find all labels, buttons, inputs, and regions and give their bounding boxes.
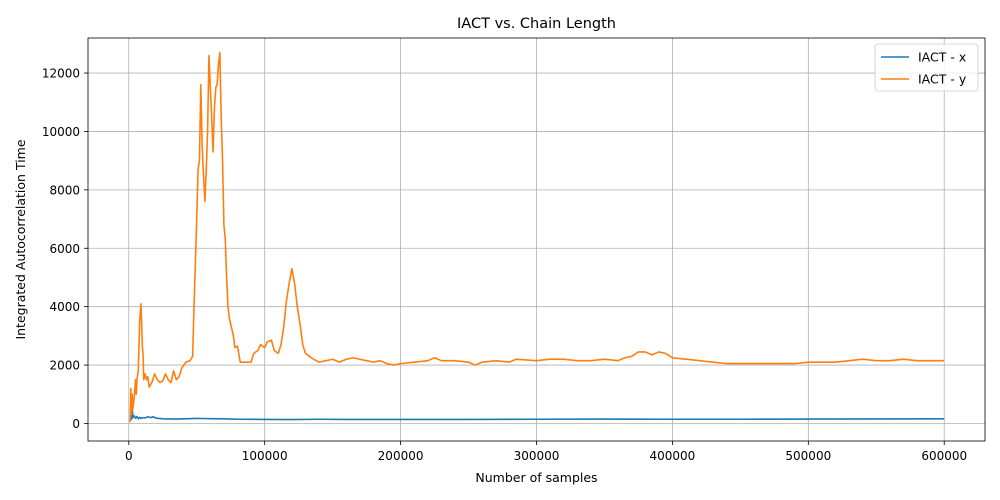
x-axis-label: Number of samples (475, 470, 597, 485)
x-tick-label: 0 (125, 449, 133, 463)
y-tick-label: 2000 (49, 359, 80, 373)
grid-lines (88, 38, 985, 441)
series-layer (129, 51, 945, 423)
x-tick-label: 100000 (242, 449, 288, 463)
x-tick-label: 500000 (785, 449, 831, 463)
axis-ticks: 0 100000 200000 300000 400000 500000 600000 0 20… (42, 67, 967, 463)
y-tick-label: 0 (72, 417, 80, 431)
y-tick-label: 8000 (49, 183, 80, 197)
chart-title: IACT vs. Chain Length (457, 16, 616, 32)
series-line-iact-x (129, 405, 945, 423)
y-axis-label: Integrated Autocorrelation Time (13, 139, 28, 339)
y-tick-label: 10000 (42, 125, 80, 139)
x-tick-label: 200000 (378, 449, 424, 463)
x-tick-label: 400000 (650, 449, 696, 463)
series-line-iact-y (129, 51, 945, 423)
y-tick-label: 4000 (49, 300, 80, 314)
legend-entry-iact-y: IACT - y (918, 72, 967, 87)
x-tick-label: 300000 (514, 449, 560, 463)
legend-entry-iact-x: IACT - x (918, 50, 966, 65)
x-tick-label: 600000 (921, 449, 967, 463)
y-tick-label: 12000 (42, 67, 80, 81)
y-tick-label: 6000 (49, 242, 80, 256)
legend: IACT - x IACT - y (874, 43, 979, 92)
